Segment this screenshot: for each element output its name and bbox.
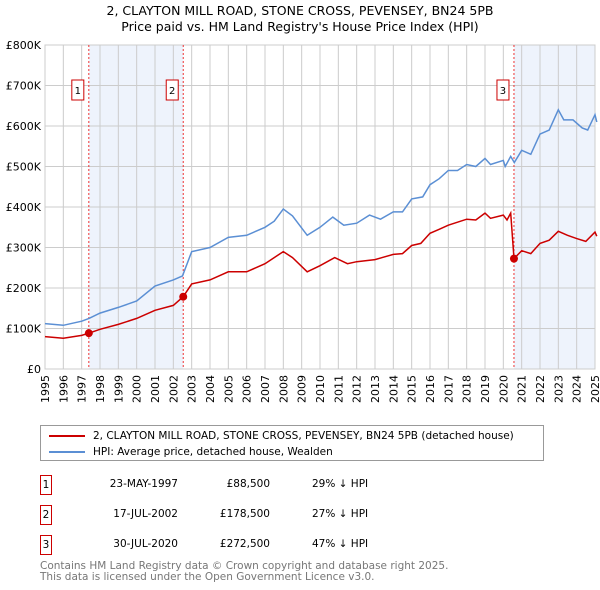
sale-point <box>179 292 188 301</box>
sale-date: 17-JUL-2002 <box>113 508 178 520</box>
sale-label-box: 2 <box>165 79 179 101</box>
legend-label: HPI: Average price, detached house, Weal… <box>93 446 333 458</box>
sale-hpi-diff: 27% ↓ HPI <box>312 508 369 520</box>
sale-hpi-diff: 47% ↓ HPI <box>312 538 369 550</box>
subtitle-line: Price paid vs. HM Land Registry's House … <box>121 19 479 34</box>
title-line: 2, CLAYTON MILL ROAD, STONE CROSS, PEVEN… <box>106 3 494 18</box>
x-tick-label: 2006 <box>241 375 254 403</box>
y-tick-label: £700K <box>6 80 42 93</box>
sale-hpi-diff: 29% ↓ HPI <box>312 478 369 490</box>
x-tick-label: 2007 <box>259 375 272 403</box>
sale-marker: 3 <box>40 535 52 555</box>
x-tick-label: 1998 <box>94 375 107 403</box>
x-tick-label: 2021 <box>516 375 529 403</box>
sale-marker: 1 <box>40 475 52 495</box>
x-tick-label: 2024 <box>571 375 584 403</box>
sale-label-border <box>496 79 510 101</box>
legend-item-property: 2, CLAYTON MILL ROAD, STONE CROSS, PEVEN… <box>49 430 514 442</box>
x-tick-label: 2008 <box>277 375 290 403</box>
x-tick-label: 1996 <box>57 375 70 403</box>
sale-date: 30-JUL-2020 <box>113 538 178 550</box>
x-tick-label: 2011 <box>332 375 345 403</box>
x-tick-label: 2005 <box>222 375 235 403</box>
sale-label-box: 3 <box>496 79 510 101</box>
footer-licence: This data is licensed under the Open Gov… <box>40 570 375 583</box>
legend-swatch-blue <box>49 451 85 453</box>
x-tick-label: 2015 <box>406 375 419 403</box>
sale-label-number: 2 <box>169 86 175 97</box>
price-chart: 1995 1996 1997 1998 1999 2000 2001 2002 2003 2004… <box>6 39 600 403</box>
x-tick-label: 2017 <box>442 375 455 403</box>
x-tick-label: 2013 <box>369 375 382 403</box>
legend-swatch-red <box>49 435 85 437</box>
y-tick-label: £300K <box>6 242 42 255</box>
x-tick-label: 2018 <box>461 375 474 403</box>
x-tick-label: 2022 <box>534 375 547 403</box>
sale-label-box: 1 <box>71 79 85 101</box>
sale-row: 2 17-JUL-2002 £178,500 27% ↓ HPI <box>40 505 440 525</box>
x-tick-label: 2002 <box>167 375 180 403</box>
property-price-line <box>44 210 598 339</box>
x-tick-label: 2020 <box>497 375 510 403</box>
x-tick-label: 2016 <box>424 375 437 403</box>
x-tick-label: 1997 <box>76 375 89 403</box>
y-tick-label: £800K <box>6 39 42 52</box>
footer-copyright: Contains HM Land Registry data © Crown c… <box>40 560 449 572</box>
sale-label-border <box>71 79 85 101</box>
x-tick-label: 2012 <box>351 375 364 403</box>
sale-price: £178,500 <box>219 508 270 520</box>
sale-point <box>509 254 518 263</box>
plot-frame <box>44 44 596 370</box>
legend-label: 2, CLAYTON MILL ROAD, STONE CROSS, PEVEN… <box>93 430 514 442</box>
x-tick-label: 2001 <box>149 375 162 403</box>
y-tick-label: £400K <box>6 201 42 214</box>
x-tick-label: 2019 <box>479 375 492 403</box>
y-tick-label: £0 <box>27 363 41 376</box>
sale-price: £272,500 <box>219 538 270 550</box>
x-tick-label: 2009 <box>296 375 309 403</box>
x-tick-label: 2025 <box>589 375 600 403</box>
sale-date: 23-MAY-1997 <box>109 478 178 490</box>
sale-label-number: 1 <box>75 86 81 97</box>
legend: 2, CLAYTON MILL ROAD, STONE CROSS, PEVEN… <box>40 425 544 461</box>
sale-label-border <box>165 79 179 101</box>
legend-item-hpi: HPI: Average price, detached house, Weal… <box>49 446 333 458</box>
hpi-line <box>44 108 598 327</box>
x-tick-label: 2003 <box>186 375 199 403</box>
y-tick-label: £600K <box>6 120 42 133</box>
x-tick-label: 2014 <box>387 375 400 403</box>
x-tick-label: 2023 <box>552 375 565 403</box>
sale-row: 3 30-JUL-2020 £272,500 47% ↓ HPI <box>40 535 440 555</box>
footer: Contains HM Land Registry data © Crown c… <box>40 561 448 582</box>
x-tick-label: 2004 <box>204 375 217 403</box>
sale-row: 1 23-MAY-1997 £88,500 29% ↓ HPI <box>40 475 440 495</box>
sale-point <box>84 329 93 338</box>
sale-label-number: 3 <box>500 86 506 97</box>
x-tick-label: 1995 <box>39 375 52 403</box>
chart-title: 2, CLAYTON MILL ROAD, STONE CROSS, PEVEN… <box>0 3 600 35</box>
y-tick-label: £200K <box>6 282 42 295</box>
sale-price: £88,500 <box>226 478 270 490</box>
x-tick-label: 1999 <box>112 375 125 403</box>
x-tick-label: 2000 <box>131 375 144 403</box>
y-tick-label: £500K <box>6 161 42 174</box>
y-tick-label: £100K <box>6 323 42 336</box>
sale-marker: 2 <box>40 505 52 525</box>
x-tick-label: 2010 <box>314 375 327 403</box>
